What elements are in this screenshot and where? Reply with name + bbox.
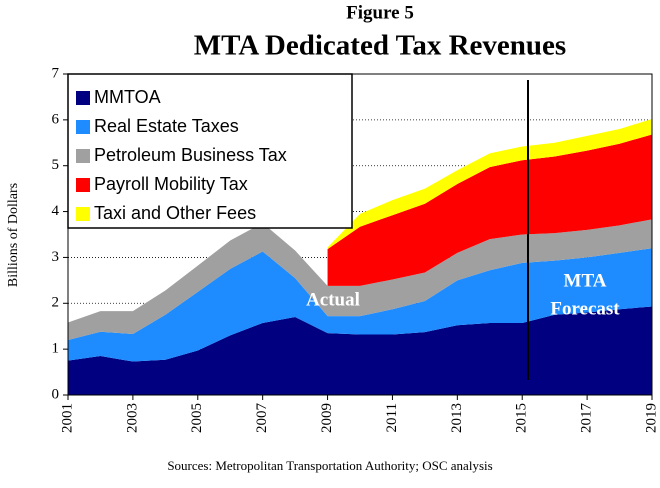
legend-label: MMTOA [94,87,161,107]
legend-swatch [76,149,90,163]
x-tick-label: 2011 [384,403,400,432]
x-tick-label: 2007 [254,403,270,434]
x-tick-label: 2019 [643,403,659,433]
areas [68,118,652,395]
y-tick-label: 2 [52,295,60,311]
chart-title: MTA Dedicated Tax Revenues [194,30,566,62]
x-tick-label: 2015 [514,403,530,433]
legend-box [67,73,353,229]
area [68,248,652,362]
y-tick-label: 4 [52,203,60,219]
x-tick-label: 2017 [579,403,595,434]
y-tick-label: 7 [52,65,60,81]
legend-swatch [76,178,90,192]
legend-swatch [76,120,90,134]
x-tick-label: 2009 [319,403,335,433]
legend-label: Petroleum Business Tax [94,145,287,165]
legend-label: Real Estate Taxes [94,116,239,136]
legend-label: Payroll Mobility Tax [94,174,248,194]
x-tick-label: 2001 [59,403,75,433]
y-tick-label: 0 [52,386,60,402]
annotation: Actual [306,289,360,310]
y-tick-label: 3 [52,249,60,265]
figure-label: Figure 5 [346,2,414,23]
y-axis-label: Billions of Dollars [6,183,21,287]
y-tick-label: 5 [52,157,60,173]
plot-frame [67,73,653,396]
x-tick-label: 2005 [189,403,205,433]
source-note: Sources: Metropolitan Transportation Aut… [167,458,492,473]
y-tick-label: 1 [52,341,60,357]
y-tick-label: 6 [52,111,60,127]
x-tick-label: 2013 [449,403,465,433]
legend-swatch [76,91,90,105]
legend: MMTOA Real Estate Taxes Petroleum Business… [67,73,353,229]
axes: 0 1 2 3 4 5 6 7 2001 2003 2005 2007 2009 2011 2013 2015… [52,65,660,433]
legend-swatch [76,207,90,221]
area [68,306,652,395]
area [327,134,652,286]
annotation: Forecast [550,298,620,319]
area [68,219,652,340]
area [327,118,652,250]
annotation: MTA [564,270,607,291]
x-tick-label: 2003 [124,403,140,433]
legend-label: Taxi and Other Fees [94,203,256,223]
